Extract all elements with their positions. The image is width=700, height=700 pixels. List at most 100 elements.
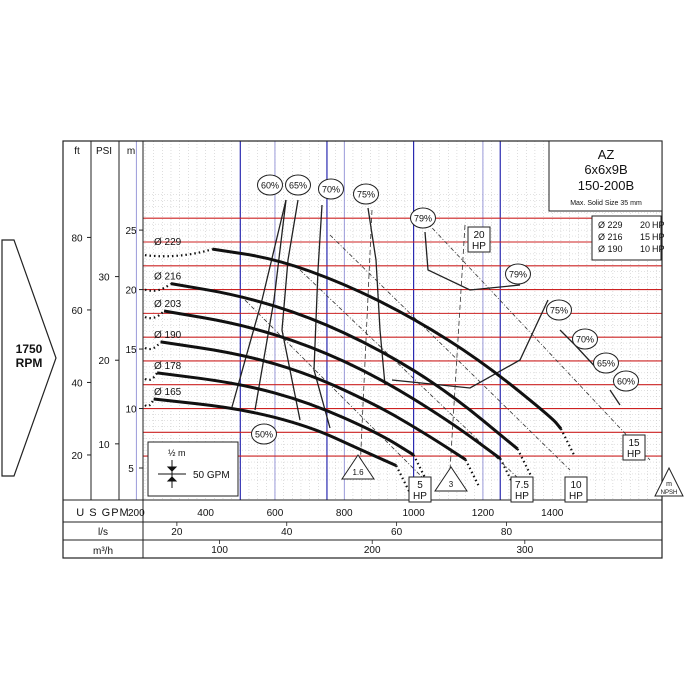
power-unit: HP — [413, 491, 427, 502]
rpm-unit: RPM — [16, 356, 43, 370]
tick-labels: 5 10 15 20 25 20 40 60 80 10 20 30 200 400 600 800 1000 1… — [71, 226, 563, 556]
impeller-curve — [156, 371, 415, 457]
motor-diameter: Ø 229 — [598, 220, 623, 230]
motor-diameter: Ø 190 — [598, 244, 623, 254]
tick-gpm: 1400 — [541, 508, 564, 519]
efficiency-circle — [410, 207, 436, 229]
motor-unit: HP — [652, 244, 665, 254]
tick-gpm: 800 — [336, 508, 353, 519]
tick-gpm: 1200 — [472, 508, 495, 519]
impeller-curve-labels: Ø 229 Ø 216 Ø 203 Ø 190 Ø 178 Ø 165 — [154, 237, 182, 398]
axis-psi-label: PSI — [96, 146, 112, 157]
power-value: 7.5 — [515, 480, 529, 491]
tick-gpm: 1000 — [402, 508, 425, 519]
power-box — [510, 476, 534, 503]
efficiency-circle — [572, 328, 598, 350]
tick-ls: 20 — [171, 527, 183, 538]
efficiency-circle — [593, 352, 619, 374]
scale-legend-box — [147, 441, 239, 497]
tick-ls: 40 — [281, 527, 293, 538]
npsh-triangle — [341, 454, 375, 480]
impeller-label: Ø 178 — [154, 361, 182, 372]
motor-hp: 20 — [640, 220, 650, 230]
tick-psi: 20 — [98, 356, 110, 367]
efficiency-circle — [285, 174, 311, 196]
power-unit: HP — [569, 491, 583, 502]
tick-m3h: 300 — [516, 545, 533, 556]
tick-ft: 40 — [71, 378, 83, 389]
efficiency-circle — [546, 299, 572, 321]
tick-m: 20 — [125, 286, 137, 297]
impeller-label: Ø 229 — [154, 237, 182, 248]
impeller-label: Ø 203 — [154, 299, 182, 310]
efficiency-label: 79% — [414, 214, 432, 224]
tick-gpm: 400 — [197, 508, 214, 519]
impeller-label: Ø 165 — [154, 387, 182, 398]
power-value: 20 — [473, 230, 485, 241]
motor-hp: 10 — [640, 244, 650, 254]
shutoff-dots — [144, 398, 155, 408]
efficiency-label: 50% — [255, 430, 273, 440]
npsh-value: 1.6 — [352, 468, 364, 477]
impeller-label: Ø 216 — [154, 272, 182, 283]
motor-table-box — [591, 215, 662, 261]
runout-dots — [412, 454, 429, 484]
impeller-curve — [170, 282, 519, 451]
efficiency-circle — [257, 174, 283, 196]
efficiency-label: 65% — [289, 181, 307, 191]
power-unit: HP — [472, 241, 486, 252]
model-frame: 150-200B — [578, 178, 634, 193]
tick-m3h: 200 — [364, 545, 381, 556]
efficiency-markers: 50%60% 65% 70% 75%79%79%75%70%65%60% — [251, 174, 639, 445]
power-box — [408, 476, 432, 503]
efficiency-circle — [251, 423, 277, 445]
title-box — [548, 140, 663, 212]
tick-psi: 30 — [98, 273, 110, 284]
runout-dots — [395, 465, 412, 495]
tick-m: 5 — [128, 464, 134, 475]
npsh-legend-unit: m — [666, 481, 672, 488]
scale-m-label: ½ m — [168, 448, 186, 458]
impeller-curve — [212, 247, 563, 430]
axis-gpm-label: U S GPM — [76, 507, 129, 519]
runout-dots — [464, 459, 481, 489]
major-grid — [135, 141, 662, 500]
tick-m3h: 100 — [211, 545, 228, 556]
rpm-value: 1750 — [16, 342, 43, 356]
motor-unit: HP — [652, 232, 665, 242]
scale-legend-symbol — [158, 460, 186, 488]
tick-m: 25 — [125, 226, 137, 237]
efficiency-label: 79% — [509, 270, 527, 280]
impeller-label: Ø 190 — [154, 330, 182, 341]
runout-dots — [559, 428, 576, 458]
runout-dots — [516, 448, 533, 478]
tick-m: 10 — [125, 405, 137, 416]
efficiency-circle — [353, 183, 379, 205]
shutoff-dots — [144, 248, 213, 258]
efficiency-label: 75% — [357, 190, 375, 200]
efficiency-label: 70% — [322, 185, 340, 195]
tick-gpm: 600 — [267, 508, 284, 519]
efficiency-label: 65% — [597, 359, 615, 369]
shutoff-dots — [144, 372, 159, 382]
impeller-curve — [153, 397, 397, 467]
power-value: 5 — [417, 480, 423, 491]
motor-unit: HP — [652, 220, 665, 230]
shutoff-dots — [144, 341, 162, 351]
power-value: 10 — [570, 480, 582, 491]
power-box — [467, 226, 491, 253]
axis-ls-label: l/s — [98, 527, 108, 538]
tick-ft: 80 — [71, 233, 83, 244]
npsh-markers: 1.6 3 m NPSH — [341, 454, 684, 497]
axis-ft-label: ft — [74, 146, 80, 157]
efficiency-label: 60% — [261, 181, 279, 191]
impeller-curve — [160, 340, 467, 461]
tick-ls: 60 — [391, 527, 403, 538]
npsh-legend-label: NPSH — [661, 490, 678, 496]
efficiency-label: 60% — [617, 377, 635, 387]
power-box — [564, 476, 588, 503]
motor-hp: 15 — [640, 232, 650, 242]
power-box — [622, 434, 646, 461]
rpm-arrow — [1, 239, 57, 477]
